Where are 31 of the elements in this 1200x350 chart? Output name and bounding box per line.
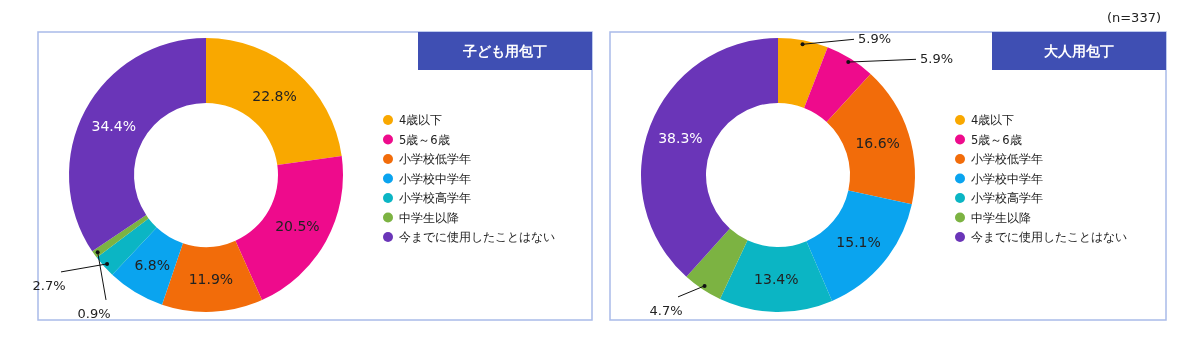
legend-label: 5歳～6歳 (971, 132, 1022, 147)
legend-label: 5歳～6歳 (399, 132, 450, 147)
data-label: 5.9% (920, 51, 954, 67)
data-label: 16.6% (855, 135, 900, 152)
data-label: 38.3% (658, 129, 703, 146)
legend-label: 4歳以下 (971, 113, 1015, 127)
data-label: 20.5% (275, 217, 320, 234)
chart-title: 子ども用包丁 (462, 43, 547, 59)
text: (n=337) (1106, 10, 1161, 25)
legend-label: 中学生以降 (971, 210, 1031, 225)
data-label: 11.9% (188, 271, 234, 288)
legend-label: 小学校低学年 (971, 152, 1043, 166)
legend-label: 中学生以降 (399, 210, 459, 225)
data-label: 34.4% (91, 117, 137, 134)
legend-label: 小学校高学年 (399, 191, 471, 205)
data-label: 0.9% (77, 305, 111, 321)
data-label: 13.4% (754, 271, 799, 288)
data-label: 4.7% (649, 302, 683, 318)
data-label: 5.9% (858, 31, 892, 47)
legend-label: 小学校高学年 (971, 191, 1043, 205)
data-label: 6.8% (134, 256, 171, 273)
legend-label: 4歳以下 (399, 113, 443, 127)
legend-label: 小学校中学年 (971, 171, 1043, 186)
data-label: 22.8% (252, 88, 297, 105)
legend-label: 小学校中学年 (399, 171, 471, 186)
legend-label: 小学校低学年 (399, 152, 471, 166)
legend-label: 今までに使用したことはない (399, 230, 555, 244)
data-label: 2.7% (32, 277, 66, 293)
text: 大人用包丁 (1044, 43, 1114, 59)
data-label: 15.1% (836, 233, 881, 250)
legend-label: 今までに使用したことはない (971, 230, 1127, 244)
